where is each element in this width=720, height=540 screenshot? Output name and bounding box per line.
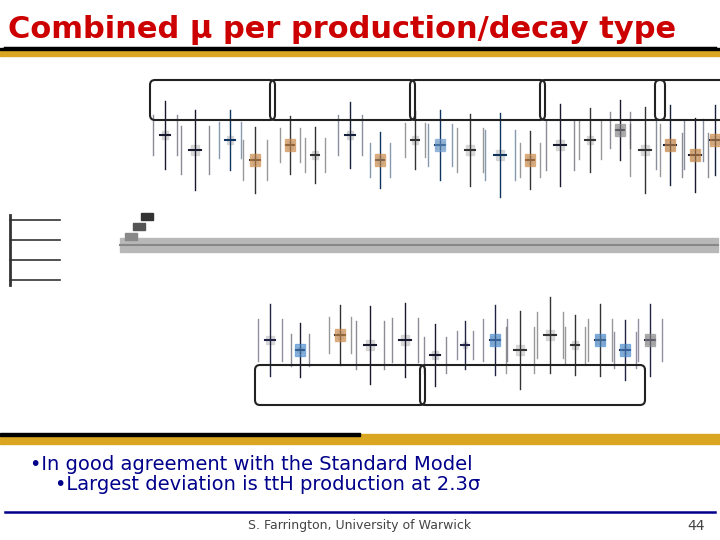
Bar <box>596 335 603 345</box>
Bar <box>227 136 233 144</box>
Bar <box>133 223 145 230</box>
Text: 44: 44 <box>688 519 705 533</box>
Bar <box>297 347 302 353</box>
Bar <box>596 335 603 345</box>
Bar <box>435 139 445 151</box>
Bar <box>492 335 498 345</box>
Bar <box>467 145 474 154</box>
Bar <box>436 140 444 150</box>
Bar <box>572 341 578 349</box>
Bar <box>337 331 343 339</box>
Bar <box>462 342 467 348</box>
Bar <box>647 335 654 345</box>
Bar <box>527 157 533 164</box>
Bar <box>266 335 274 345</box>
Bar <box>412 137 418 144</box>
Bar <box>711 136 719 144</box>
Text: S. Farrington, University of Warwick: S. Farrington, University of Warwick <box>248 519 472 532</box>
Bar <box>641 145 649 156</box>
Bar <box>647 335 654 345</box>
Bar <box>287 141 293 149</box>
Bar <box>161 131 168 139</box>
Bar <box>312 152 318 159</box>
Bar <box>467 145 474 154</box>
Bar <box>496 150 504 160</box>
Bar <box>377 157 383 164</box>
Bar <box>335 329 345 341</box>
Bar <box>347 131 354 139</box>
Bar <box>377 157 383 164</box>
Bar <box>496 150 504 160</box>
Bar <box>0 433 360 436</box>
Bar <box>125 233 137 240</box>
Bar <box>252 156 258 164</box>
Bar <box>0 50 720 56</box>
Bar <box>366 340 374 350</box>
Bar <box>666 140 674 150</box>
Bar <box>641 145 649 156</box>
Bar <box>366 340 374 350</box>
Bar <box>347 131 354 139</box>
Bar <box>690 149 700 161</box>
Bar <box>516 345 524 355</box>
Bar <box>622 346 628 354</box>
Bar <box>436 140 444 150</box>
Bar <box>617 126 623 134</box>
Bar <box>141 213 153 220</box>
Bar <box>432 351 438 359</box>
Bar <box>191 145 199 155</box>
Bar <box>546 330 554 340</box>
Bar <box>527 157 533 164</box>
Text: •Largest deviation is ttH production at 2.3σ: •Largest deviation is ttH production at … <box>55 475 480 494</box>
Bar <box>691 150 698 160</box>
Bar <box>622 346 628 354</box>
Bar <box>266 335 274 345</box>
Bar <box>645 334 655 346</box>
Bar <box>556 140 564 150</box>
Bar <box>665 139 675 151</box>
Bar <box>525 154 535 166</box>
Bar <box>297 347 302 353</box>
Bar <box>556 140 564 150</box>
Bar <box>462 342 467 348</box>
Bar <box>227 136 233 144</box>
Bar <box>401 335 409 345</box>
Bar <box>492 335 498 345</box>
Bar <box>620 344 630 356</box>
Bar <box>546 330 554 340</box>
Bar <box>587 136 593 144</box>
Bar <box>432 351 438 359</box>
Bar <box>711 136 719 144</box>
Bar <box>412 137 418 144</box>
Bar <box>250 154 260 166</box>
Text: •In good agreement with the Standard Model: •In good agreement with the Standard Mod… <box>30 455 472 474</box>
Bar <box>161 131 168 139</box>
Bar <box>191 145 199 155</box>
Bar <box>691 150 698 160</box>
Bar <box>252 156 258 164</box>
Bar <box>295 344 305 356</box>
Bar <box>120 238 718 252</box>
Bar <box>595 334 605 346</box>
Bar <box>401 335 409 345</box>
Bar <box>615 124 625 136</box>
Bar <box>516 345 524 355</box>
Bar <box>285 139 295 151</box>
Bar <box>666 140 674 150</box>
Bar <box>710 134 720 146</box>
Bar <box>287 141 293 149</box>
Bar <box>0 434 720 444</box>
Bar <box>0 48 720 50</box>
Bar <box>337 331 343 339</box>
Bar <box>572 341 578 349</box>
Bar <box>490 334 500 346</box>
Bar <box>375 154 385 166</box>
Bar <box>617 126 623 134</box>
Bar <box>587 136 593 144</box>
Text: Combined μ per production/decay type: Combined μ per production/decay type <box>8 15 676 45</box>
Bar <box>312 152 318 159</box>
